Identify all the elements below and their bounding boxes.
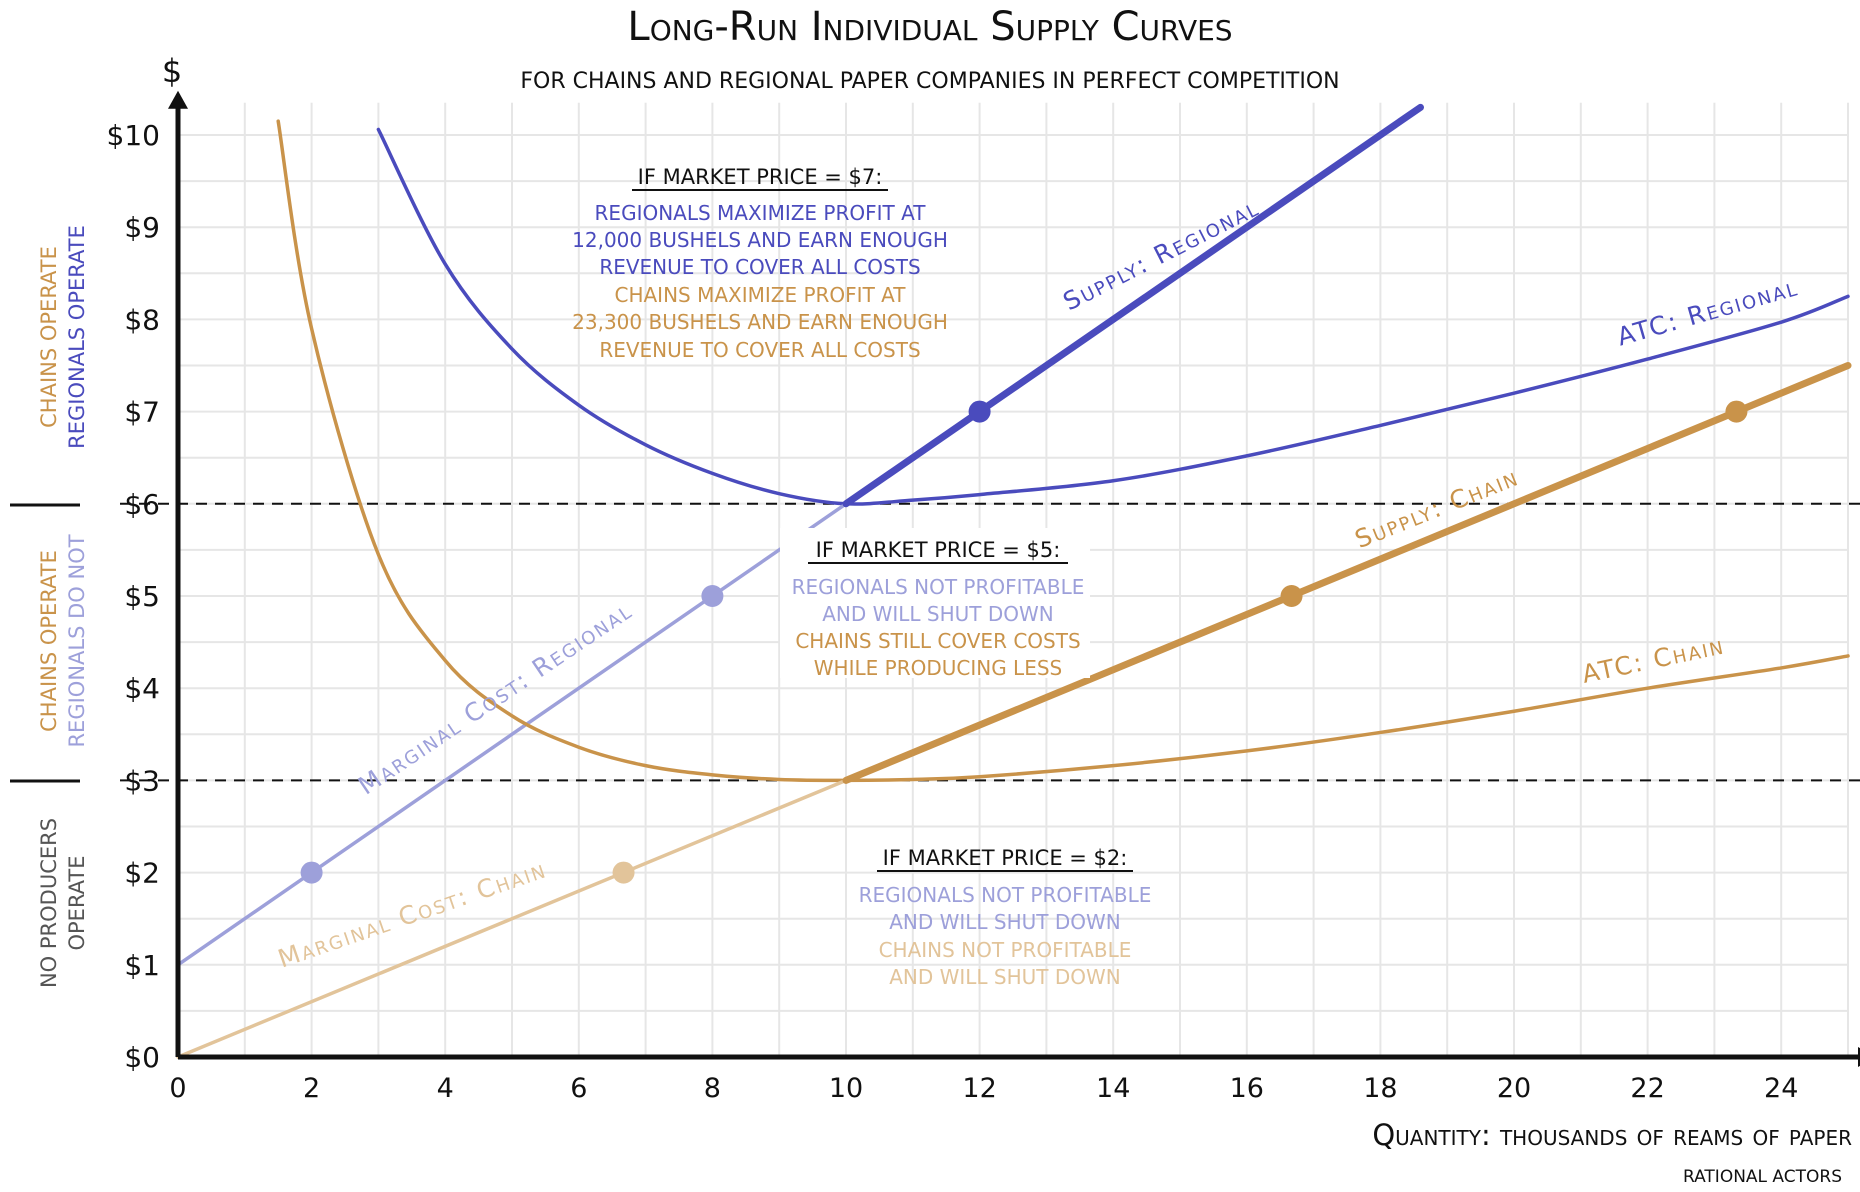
- annotation-5-line: while producing less: [814, 656, 1062, 680]
- annotation-7-line: chains maximize profit at: [614, 283, 906, 307]
- side-label-top-regionals: regionals operate: [65, 225, 89, 449]
- x-tick-label: 12: [962, 1073, 996, 1104]
- x-tick-label: 22: [1630, 1073, 1664, 1104]
- label-mc-regional: Marginal Cost: Regional: [353, 595, 638, 800]
- annotation-7-line: regionals maximize profit at: [595, 201, 927, 225]
- chart-subtitle: for chains and regional paper companies …: [520, 69, 1339, 94]
- y-tick-label: $10: [107, 119, 160, 152]
- x-axis-label: Quantity: thousands of reams of paper: [1372, 1118, 1852, 1152]
- credit-label: rational actors: [1683, 1167, 1842, 1187]
- axes: [168, 90, 1860, 1067]
- series-marginal-cost-chain: [176, 778, 848, 1059]
- label-supply-regional: Supply: Regional: [1058, 193, 1263, 317]
- y-axis-arrow: [168, 90, 188, 109]
- x-tick-label: 24: [1764, 1073, 1798, 1104]
- x-tick-label: 18: [1363, 1073, 1397, 1104]
- side-label-bottom-line1: no producers: [37, 818, 61, 988]
- annotation-price-2: if market price = $2: regionals not prof…: [859, 846, 1152, 989]
- annotation-price-5: if market price = $5: regionals not prof…: [780, 528, 1090, 680]
- x-tick-label: 16: [1230, 1073, 1264, 1104]
- x-tick-label: 8: [704, 1073, 721, 1104]
- y-axis-label: $: [162, 52, 182, 90]
- points: [300, 400, 1748, 884]
- x-tick-label: 10: [829, 1073, 863, 1104]
- chart-title: Long-Run Individual Supply Curves: [627, 4, 1232, 50]
- label-atc-regional: ATC: Regional: [1614, 272, 1802, 351]
- x-tick-label: 14: [1096, 1073, 1130, 1104]
- side-label-top-chains: chains operate: [37, 246, 61, 428]
- x-tick-label: 4: [437, 1073, 454, 1104]
- side-label-mid-chains: chains operate: [37, 550, 61, 732]
- data-point: [701, 585, 724, 607]
- x-tick-label: 0: [169, 1073, 186, 1104]
- annotation-5-line: and will shut down: [822, 602, 1054, 626]
- y-tick-label: $8: [124, 303, 160, 336]
- annotation-5-line: regionals not profitable: [792, 575, 1085, 599]
- data-point: [1725, 400, 1748, 423]
- y-tick-label: $4: [124, 672, 160, 705]
- series-atc-regional: [376, 127, 1850, 506]
- annotation-2-line: and will shut down: [889, 910, 1121, 934]
- side-label-bottom-line2: operate: [65, 855, 89, 950]
- annotation-2-line: and will shut down: [889, 965, 1121, 989]
- annotation-2-line: chains not profitable: [879, 938, 1132, 962]
- x-tick-label: 2: [303, 1073, 320, 1104]
- y-tick-label: $2: [124, 857, 160, 890]
- side-label-mid-regionals: regionals do not: [65, 534, 89, 747]
- x-tick-label: 20: [1497, 1073, 1531, 1104]
- data-point: [612, 861, 635, 884]
- series-supply-regional: [842, 103, 1424, 508]
- series-supply-chain: [842, 362, 1852, 784]
- data-point: [968, 400, 991, 423]
- annotation-price-7: if market price = $7: regionals maximize…: [572, 165, 948, 362]
- annotation-2-line: regionals not profitable: [859, 883, 1152, 907]
- x-tick-label: 6: [570, 1073, 587, 1104]
- annotation-7-line: 23,300 bushels and earn enough: [572, 310, 948, 334]
- curves: [176, 103, 1852, 1059]
- tick-labels: 0 2 4 6 8 10 12 14 16 18 20 22 24$0$1$2$3$4$5$6$7$8$…: [107, 119, 1799, 1104]
- annotation-5-heading: if market price = $5:: [816, 538, 1061, 562]
- data-point: [1280, 585, 1303, 607]
- y-tick-label: $3: [124, 764, 160, 797]
- annotation-7-line: 12,000 bushels and earn enough: [572, 228, 948, 252]
- y-tick-label: $1: [124, 949, 160, 982]
- annotation-7-line: revenue to cover all costs: [599, 255, 920, 279]
- y-tick-label: $7: [124, 396, 160, 429]
- y-tick-label: $9: [124, 211, 160, 244]
- annotation-7-heading: if market price = $7:: [638, 165, 883, 189]
- reference-lines: [120, 502, 1860, 782]
- annotation-2-heading: if market price = $2:: [883, 846, 1128, 870]
- data-point: [300, 861, 323, 884]
- series-marginal-cost-regional: [176, 502, 848, 967]
- y-tick-label: $5: [124, 580, 160, 613]
- annotation-5-line: chains still cover costs: [795, 629, 1080, 653]
- y-tick-label: $0: [124, 1041, 160, 1074]
- y-tick-label: $6: [124, 488, 160, 521]
- annotation-7-line: revenue to cover all costs: [599, 338, 920, 362]
